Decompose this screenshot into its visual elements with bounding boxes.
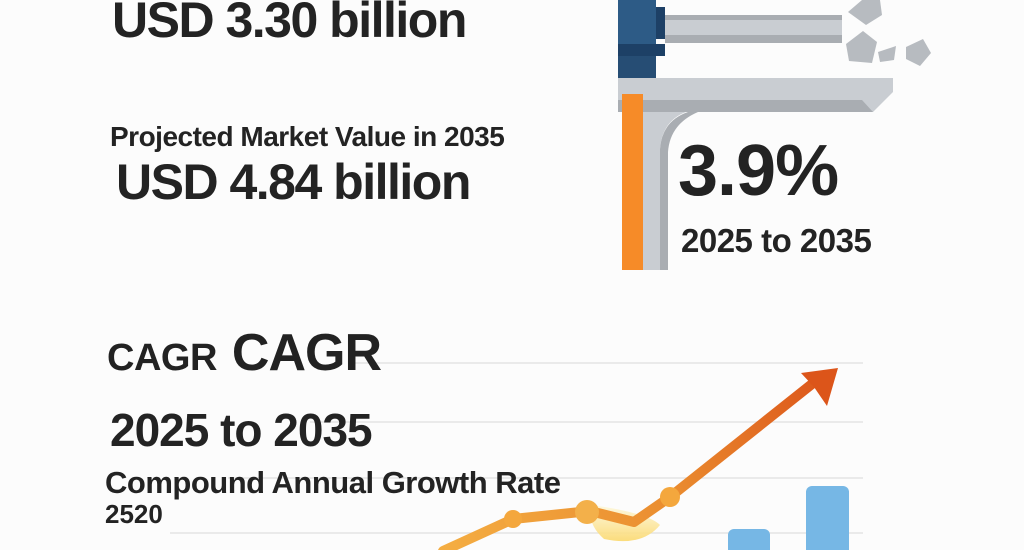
- cagr-percentage-period: 2025 to 2035: [681, 222, 872, 259]
- projected-market-value: USD 4.84 billion: [116, 154, 471, 210]
- data-point-dot: [575, 500, 599, 524]
- machine-head-icon: [618, 0, 665, 80]
- cagr-percentage: 3.9%: [678, 131, 839, 211]
- glow-highlight: [590, 505, 660, 542]
- rock-debris-icon: [846, 0, 931, 66]
- cagr-heading-small: CAGR: [107, 337, 217, 379]
- current-market-value: USD 3.30 billion: [112, 0, 467, 48]
- cagr-note: 2520: [105, 499, 163, 529]
- work-beam-icon: [618, 78, 893, 112]
- data-point-dot: [660, 487, 680, 507]
- chart-bar: [806, 486, 849, 550]
- cagr-period: 2025 to 2035: [110, 404, 373, 456]
- chart-bar: [728, 529, 770, 550]
- data-point-dot: [504, 510, 522, 528]
- trend-arrowhead-icon: [801, 368, 838, 406]
- projected-market-value-label: Projected Market Value in 2035: [110, 121, 505, 152]
- tool-rod-icon: [665, 15, 842, 43]
- cagr-heading: CAGR CAGR: [107, 324, 382, 382]
- cagr-subtitle: Compound Annual Growth Rate: [105, 465, 561, 500]
- cagr-heading-large: CAGR: [231, 324, 382, 382]
